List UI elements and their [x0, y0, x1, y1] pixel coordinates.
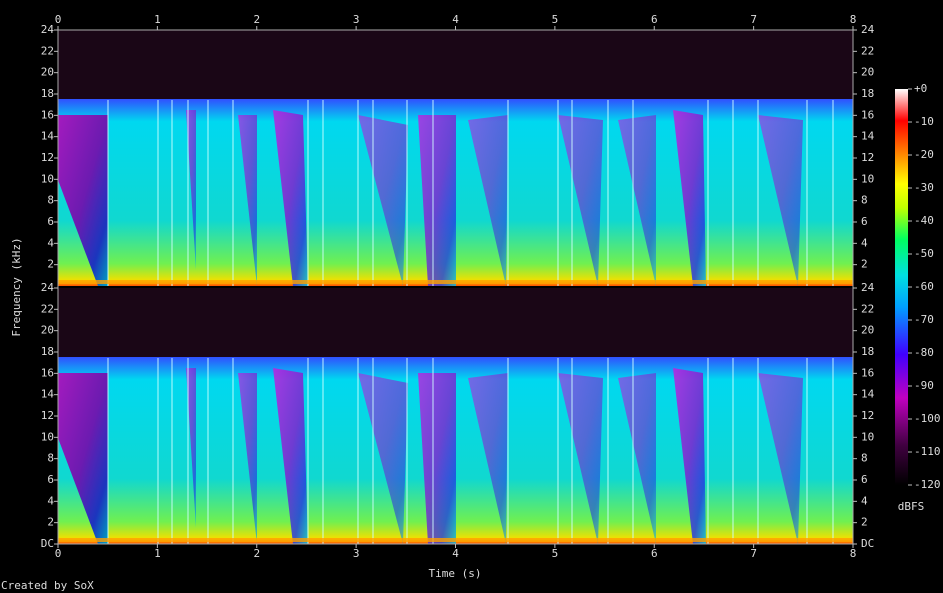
y-tick-label: 2	[47, 516, 54, 529]
y-tick-label: 14	[41, 388, 55, 401]
y-tick-label: 18	[861, 345, 874, 358]
y-tick-label: 8	[47, 194, 54, 207]
x-tick-label: 3	[353, 13, 360, 26]
y-tick-label: 24	[41, 23, 55, 36]
colorbar-label: dBFS	[898, 500, 925, 513]
y-tick-label: 6	[47, 215, 54, 228]
y-tick-label: 2	[861, 258, 868, 271]
colorbar-tick-label: -100	[914, 412, 941, 425]
x-axis-label: Time (s)	[429, 567, 482, 580]
colorbar-tick-label: -30	[914, 181, 934, 194]
y-tick-label: DC	[41, 537, 54, 550]
x-tick-label: 2	[253, 13, 260, 26]
colorbar-tick-label: +0	[914, 82, 927, 95]
y-tick-label: 20	[861, 324, 874, 337]
x-tick-label: 6	[651, 547, 658, 560]
x-tick-label: 6	[651, 13, 658, 26]
y-tick-label: 24	[861, 23, 875, 36]
y-tick-label: DC	[861, 537, 874, 550]
y-tick-label: 8	[861, 194, 868, 207]
colorbar-tick-label: -50	[914, 247, 934, 260]
y-axis-label: Frequency (kHz)	[10, 237, 23, 336]
y-tick-label: 22	[41, 44, 54, 57]
y-tick-label: 10	[41, 172, 54, 185]
y-tick-label: 14	[861, 388, 875, 401]
spectrogram-channel-1	[57, 29, 854, 287]
y-tick-label: 16	[861, 108, 874, 121]
y-tick-label: 10	[861, 172, 874, 185]
y-tick-label: 2	[47, 258, 54, 271]
x-tick-label: 0	[55, 547, 62, 560]
x-tick-label: 4	[452, 13, 459, 26]
y-tick-label: 20	[41, 324, 54, 337]
x-tick-label: 8	[850, 547, 857, 560]
spectrogram-channel-2	[57, 287, 854, 545]
y-tick-label: 12	[861, 151, 874, 164]
y-tick-label: 20	[861, 66, 874, 79]
x-tick-label: 3	[353, 547, 360, 560]
y-tick-label: 4	[47, 236, 54, 249]
y-tick-label: 12	[41, 409, 54, 422]
y-tick-label: 12	[41, 151, 54, 164]
y-tick-label: 24	[41, 281, 55, 294]
colorbar-tick-label: -40	[914, 214, 934, 227]
y-tick-label: 14	[861, 130, 875, 143]
y-tick-label: 6	[861, 473, 868, 486]
x-tick-label: 1	[154, 13, 161, 26]
colorbar-tick-label: -60	[914, 280, 934, 293]
y-tick-label: 16	[41, 108, 54, 121]
x-tick-label: 8	[850, 13, 857, 26]
y-tick-label: 10	[861, 430, 874, 443]
colorbar-tick-label: -90	[914, 379, 934, 392]
x-tick-label: 2	[253, 547, 260, 560]
x-tick-label: 0	[55, 13, 62, 26]
y-tick-label: 18	[41, 87, 54, 100]
y-tick-label: 16	[41, 366, 54, 379]
x-tick-label: 7	[750, 547, 757, 560]
colorbar-tick-label: -70	[914, 313, 934, 326]
y-tick-label: 18	[861, 87, 874, 100]
y-tick-label: 22	[41, 302, 54, 315]
colorbar-tick-label: -120	[914, 478, 941, 491]
y-tick-label: 20	[41, 66, 54, 79]
y-tick-label: 10	[41, 430, 54, 443]
colorbar	[895, 89, 908, 485]
y-tick-label: 8	[47, 452, 54, 465]
y-tick-label: 4	[861, 494, 868, 507]
y-tick-label: 2	[861, 516, 868, 529]
y-tick-label: 12	[861, 409, 874, 422]
y-tick-label: 14	[41, 130, 55, 143]
colorbar-tick-label: -10	[914, 115, 934, 128]
colorbar-tick-label: -110	[914, 445, 941, 458]
y-tick-label: 16	[861, 366, 874, 379]
y-tick-label: 22	[861, 44, 874, 57]
y-tick-label: 6	[47, 473, 54, 486]
x-tick-label: 7	[750, 13, 757, 26]
y-tick-label: 4	[47, 494, 54, 507]
x-tick-label: 1	[154, 547, 161, 560]
x-tick-label: 5	[552, 547, 559, 560]
footer: Created by SoX	[1, 579, 94, 592]
colorbar-tick-label: -20	[914, 148, 934, 161]
y-tick-label: 8	[861, 452, 868, 465]
y-tick-label: 4	[861, 236, 868, 249]
x-tick-label: 4	[452, 547, 459, 560]
colorbar-tick-label: -80	[914, 346, 934, 359]
y-tick-label: 24	[861, 281, 875, 294]
y-tick-label: 6	[861, 215, 868, 228]
y-tick-label: 22	[861, 302, 874, 315]
y-tick-label: 18	[41, 345, 54, 358]
x-tick-label: 5	[552, 13, 559, 26]
